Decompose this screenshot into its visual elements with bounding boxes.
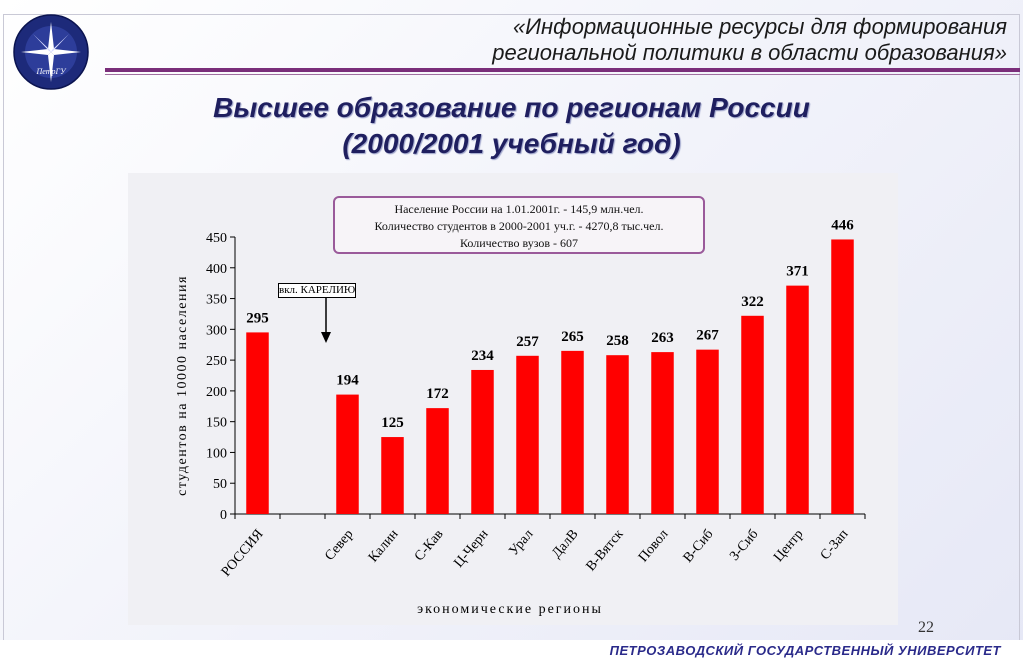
presentation-title-line2: региональной политики в области образова… (492, 40, 1007, 65)
info-line-universities: Количество вузов - 607 (459, 236, 579, 250)
y-tick-label: 350 (206, 293, 227, 308)
bar-З-Сиб (741, 315, 764, 514)
data-label: 267 (696, 328, 719, 344)
bar-Ц-Черн (471, 369, 494, 514)
bar-РОССИЯ (246, 332, 269, 514)
slide-title-line2: (2000/2001 учебный год) (342, 128, 681, 159)
y-tick-label: 200 (206, 385, 227, 400)
data-label: 322 (741, 294, 764, 310)
presentation-title-line1: «Информационные ресурсы для формирования (513, 14, 1007, 39)
bar-Урал (516, 355, 539, 514)
bar-В-Вятск (606, 355, 629, 514)
bar-С-Зап (831, 239, 854, 514)
slide-title-line1: Высшее образование по регионам России (213, 92, 810, 123)
data-label: 257 (516, 334, 539, 350)
y-tick-label: 100 (206, 446, 227, 461)
info-line-students: Количество студентов в 2000-2001 уч.г. -… (374, 219, 664, 233)
footer-band (0, 640, 1023, 670)
data-label: 234 (471, 348, 494, 364)
bar-С-Кав (426, 408, 449, 514)
header-divider (105, 68, 1020, 72)
note-callout: вкл. КАРЕЛИЮ (278, 283, 356, 298)
y-tick-label: 0 (220, 508, 227, 523)
data-label: 295 (246, 310, 269, 326)
bar-Калин (381, 437, 404, 514)
data-label: 125 (381, 415, 404, 431)
y-tick-label: 150 (206, 416, 227, 431)
bar-Центр (786, 285, 809, 514)
y-tick-label: 50 (213, 477, 227, 492)
y-tick-label: 250 (206, 354, 227, 369)
page-number: 22 (918, 619, 934, 636)
footer-university-name: ПЕТРОЗАВОДСКИЙ ГОСУДАРСТВЕННЫЙ УНИВЕРСИТ… (609, 643, 1001, 658)
logo-text: ПетрГУ (36, 67, 68, 76)
y-axis-label: студентов на 10000 населения (175, 275, 190, 496)
data-label: 265 (561, 329, 584, 345)
bar-Повол (651, 352, 674, 514)
data-label: 371 (786, 264, 809, 280)
x-axis-label: экономические регионы (417, 602, 603, 617)
star-compass-icon (21, 22, 81, 82)
university-logo: ПетрГУ (13, 14, 89, 90)
info-line-population: Население России на 1.01.2001г. - 145,9 … (394, 202, 644, 216)
header-divider-thin (105, 74, 1020, 75)
data-label: 172 (426, 386, 449, 402)
bar-Север (336, 394, 359, 514)
y-tick-label: 400 (206, 262, 227, 277)
data-label: 258 (606, 333, 629, 349)
bar-В-Сиб (696, 349, 719, 514)
bar-ДалВ (561, 350, 584, 514)
data-label: 263 (651, 330, 674, 346)
data-label: 194 (336, 373, 359, 389)
y-tick-label: 450 (206, 231, 227, 246)
data-label: 446 (831, 217, 854, 233)
presentation-title: «Информационные ресурсы для формирования… (492, 14, 1007, 66)
y-tick-label: 300 (206, 323, 227, 338)
info-box: Население России на 1.01.2001г. - 145,9 … (333, 196, 705, 254)
